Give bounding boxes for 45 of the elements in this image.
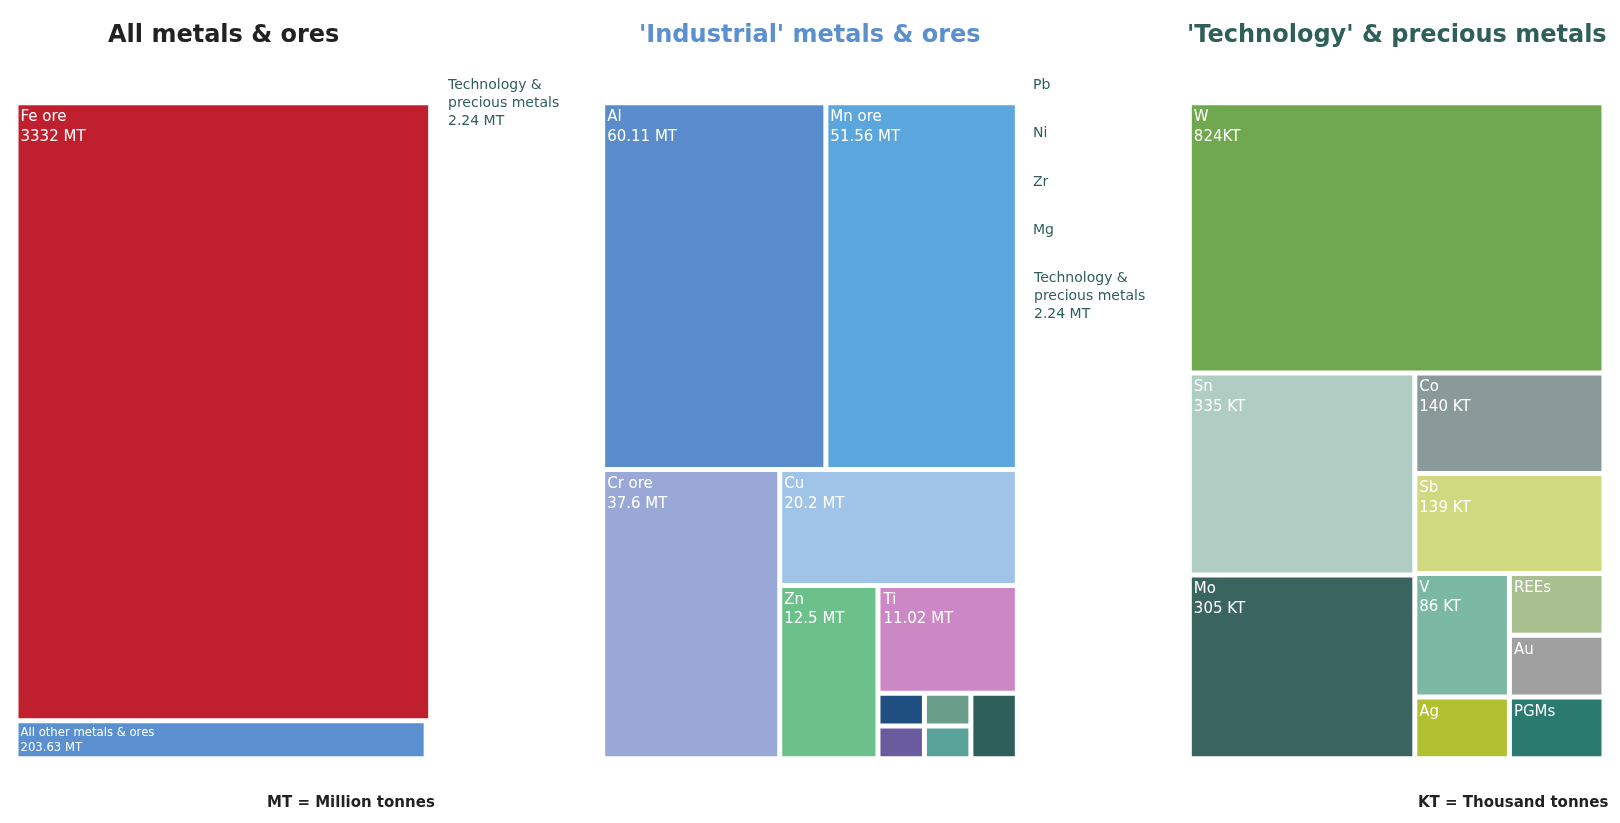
category-label: Fe ore — [20, 107, 67, 126]
text: MT = Million tonnes — [267, 793, 435, 811]
category-label: Ag — [1419, 701, 1440, 720]
category-label: Ti — [882, 589, 897, 608]
category-label: Technology & precious metals — [447, 76, 560, 111]
category-label: Sn — [1193, 377, 1213, 396]
category-label: Al — [607, 107, 622, 126]
category-label: Technology & precious metals — [1033, 269, 1146, 304]
text: 'Industrial' metals & ores — [639, 20, 981, 48]
category-label: All other metals & ores — [20, 725, 155, 740]
data-label: 3332 MT — [20, 126, 87, 145]
data-label: 203.63 MT — [20, 740, 84, 755]
data-label: 60.11 MT — [607, 126, 678, 145]
category-label: PGMs — [1513, 701, 1556, 720]
data-label: 139 KT — [1419, 497, 1472, 516]
category-label: REEs — [1513, 577, 1552, 596]
category-label: Au — [1513, 639, 1534, 658]
data-label: 11.02 MT — [883, 609, 955, 628]
text: KT = Thousand tonnes — [1418, 793, 1609, 811]
category-label: Cr ore — [607, 474, 653, 493]
data-label: 2.24 MT — [448, 112, 505, 129]
category-label: Mo — [1193, 579, 1216, 598]
text: 'Technology' & precious metals — [1187, 20, 1607, 48]
text: All metals & ores — [108, 20, 340, 48]
category-label: Zn — [784, 589, 805, 608]
data-label: 51.56 MT — [830, 126, 902, 145]
data-label: 824KT — [1193, 126, 1242, 145]
category-label: Ni — [1033, 124, 1048, 140]
data-label: 20.2 MT — [784, 493, 846, 512]
category-label: V — [1419, 577, 1431, 596]
data-label: 37.6 MT — [607, 493, 669, 512]
data-label: 305 KT — [1193, 598, 1246, 617]
category-label: Zr — [1033, 173, 1049, 189]
category-label: Sb — [1419, 478, 1439, 497]
data-label: 86 KT — [1419, 597, 1462, 616]
category-label: Cu — [784, 474, 805, 493]
category-label: Pb — [1033, 76, 1051, 92]
data-label: 2.24 MT — [1034, 305, 1091, 322]
category-label: Mg — [1033, 221, 1054, 237]
data-label: 335 KT — [1193, 396, 1246, 415]
category-label: W — [1193, 107, 1209, 126]
data-label: 140 KT — [1419, 396, 1472, 415]
category-label: Co — [1419, 377, 1439, 396]
category-label: Mn ore — [830, 107, 882, 126]
data-label: 12.5 MT — [784, 609, 846, 628]
